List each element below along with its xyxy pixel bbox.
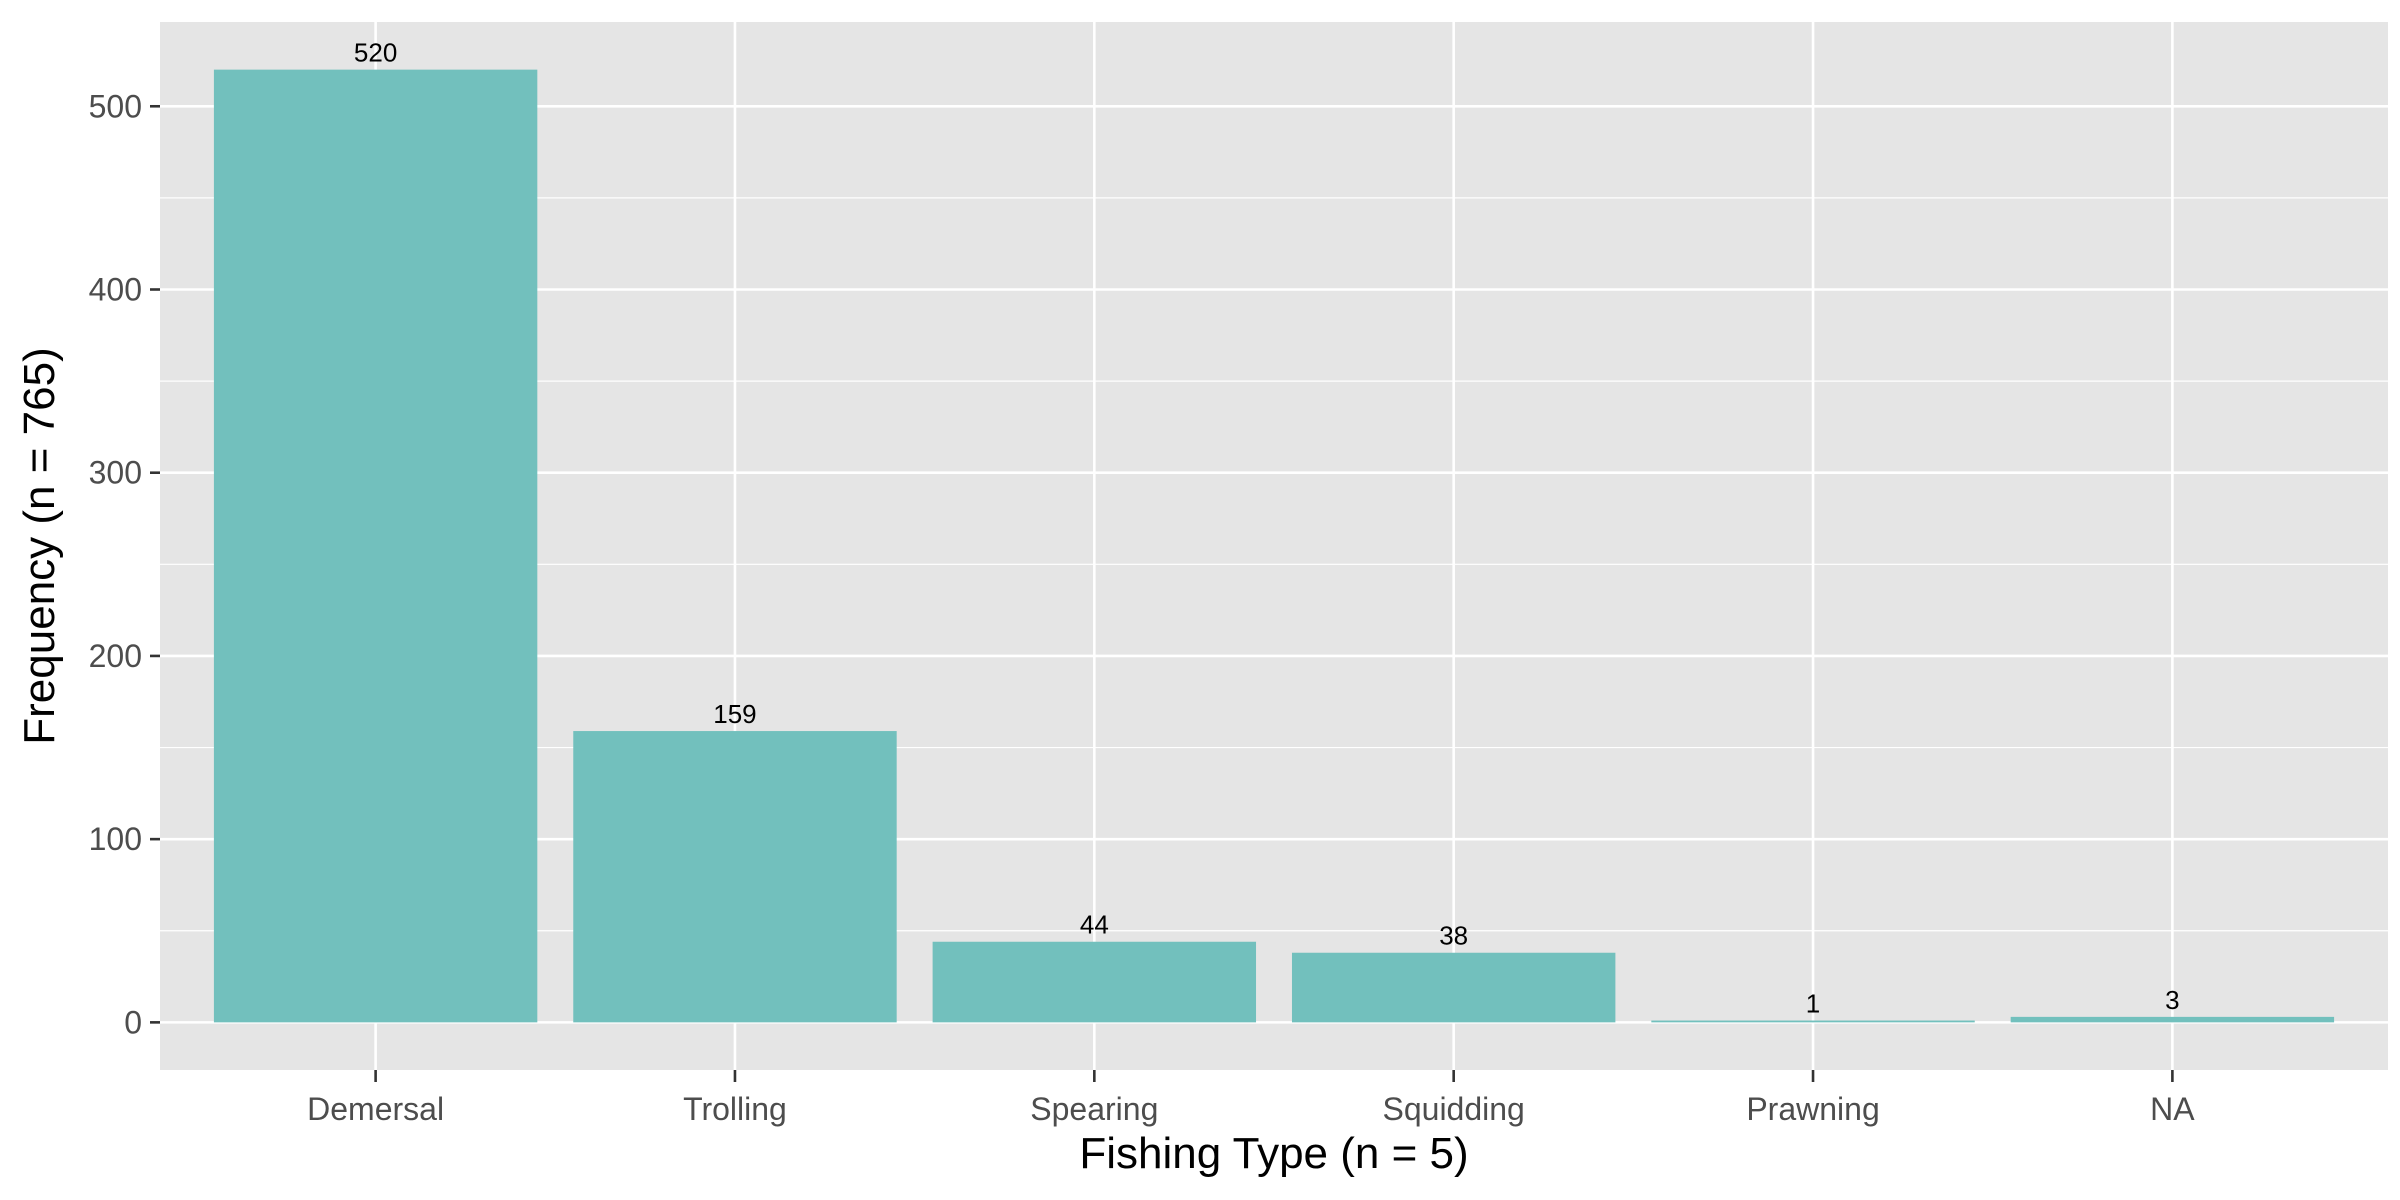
x-axis: Demersal Trolling Spearing Squidding Prawnin… xyxy=(307,1070,2195,1127)
y-axis: 0 100 200 300 400 500 xyxy=(89,88,160,1040)
y-tick-label: 0 xyxy=(124,1004,142,1040)
y-tick-label: 200 xyxy=(89,638,142,674)
y-tick-label: 500 xyxy=(89,88,142,124)
x-axis-title: Fishing Type (n = 5) xyxy=(1079,1129,1468,1178)
bar-na xyxy=(2010,1016,2335,1023)
y-tick-label: 400 xyxy=(89,271,142,307)
bar-prawning xyxy=(1651,1020,1975,1023)
bars xyxy=(213,69,2335,1023)
bar-trolling xyxy=(573,731,897,1023)
x-tick-label: NA xyxy=(2150,1091,2195,1127)
x-tick-label: Prawning xyxy=(1746,1091,1879,1127)
data-label: 44 xyxy=(1080,910,1109,940)
data-label: 159 xyxy=(713,699,756,729)
x-tick-label: Spearing xyxy=(1030,1091,1158,1127)
x-tick-label: Squidding xyxy=(1383,1091,1525,1127)
data-label: 1 xyxy=(1806,989,1820,1019)
data-labels: 520 159 44 38 1 3 xyxy=(354,38,2180,1019)
data-label: 3 xyxy=(2165,985,2179,1015)
bar-spearing xyxy=(932,941,1257,1023)
y-axis-title: Frequency (n = 765) xyxy=(15,347,64,744)
y-tick-label: 100 xyxy=(89,821,142,857)
data-label: 38 xyxy=(1439,921,1468,951)
data-label: 520 xyxy=(354,38,397,68)
bar-squidding xyxy=(1291,952,1616,1023)
y-tick-label: 300 xyxy=(89,455,142,491)
x-tick-label: Demersal xyxy=(307,1091,444,1127)
bar-demersal xyxy=(213,69,538,1023)
x-tick-label: Trolling xyxy=(683,1091,787,1127)
